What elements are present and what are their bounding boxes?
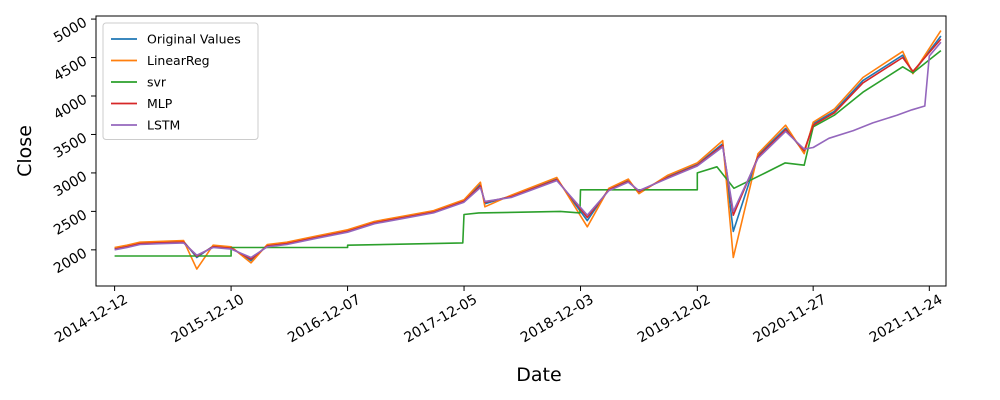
y-axis-title: Close bbox=[14, 125, 36, 177]
x-tick-label: 2019-12-02 bbox=[635, 292, 713, 347]
x-tick-label: 2015-12-10 bbox=[169, 292, 247, 347]
x-tick-label: 2014-12-12 bbox=[52, 292, 130, 347]
y-tick-label: 2000 bbox=[51, 245, 90, 277]
y-tick-label: 3000 bbox=[51, 169, 90, 201]
legend-label-2: svr bbox=[147, 75, 167, 90]
x-axis-title: Date bbox=[516, 364, 561, 386]
y-tick-label: 4000 bbox=[51, 92, 90, 124]
legend-label-1: LinearReg bbox=[147, 53, 210, 68]
series-line-1 bbox=[114, 30, 942, 270]
x-tick-label: 2018-12-03 bbox=[518, 292, 596, 347]
legend-label-4: LSTM bbox=[147, 118, 180, 133]
y-tick-label: 3500 bbox=[51, 130, 90, 162]
x-tick-label: 2021-11-24 bbox=[867, 292, 946, 347]
y-tick-label: 2500 bbox=[51, 207, 90, 239]
series-line-2 bbox=[114, 49, 942, 257]
legend: Original Values LinearReg svr MLP LSTM bbox=[102, 22, 259, 140]
x-tick-label: 2017-12-05 bbox=[402, 292, 480, 347]
x-axis: 2014-12-12 2015-12-10 2016-12-07 2017-12-05… bbox=[52, 286, 945, 346]
series-line-4 bbox=[114, 41, 942, 259]
y-axis: 2000 2500 3000 3500 4000 4500 5000 bbox=[51, 15, 96, 277]
y-tick-label: 5000 bbox=[51, 15, 90, 47]
legend-box bbox=[102, 22, 259, 140]
plot-frame bbox=[95, 15, 947, 287]
x-tick-label: 2016-12-07 bbox=[285, 292, 363, 347]
legend-label-0: Original Values bbox=[147, 32, 241, 47]
x-tick-label: 2020-11-27 bbox=[751, 292, 829, 347]
y-tick-label: 4500 bbox=[51, 53, 90, 85]
series-layer bbox=[114, 30, 942, 270]
legend-label-3: MLP bbox=[147, 96, 173, 111]
